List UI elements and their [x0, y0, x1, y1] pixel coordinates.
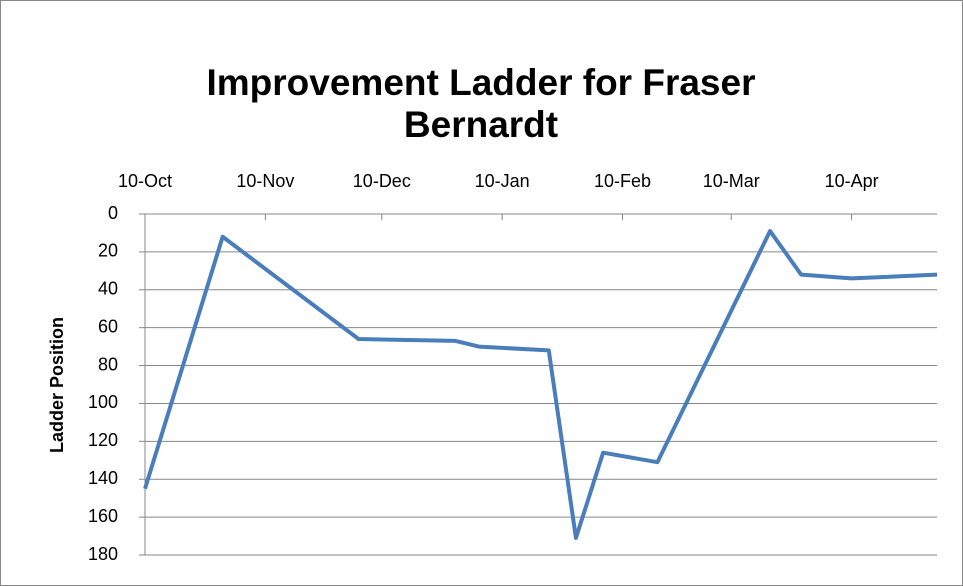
y-tick-label: 180 [88, 544, 118, 564]
x-tick-label: 10-Nov [236, 171, 294, 191]
chart-title: Improvement Ladder for Fraser Bernardt [206, 62, 756, 145]
y-tick-label: 160 [88, 506, 118, 526]
x-tick-label: 10-Feb [594, 171, 651, 191]
y-axis-label: Ladder Position [47, 317, 67, 453]
x-tick-label: 10-Jan [475, 171, 530, 191]
data-line [143, 229, 938, 540]
y-tick-label: 80 [98, 354, 118, 374]
x-tick-label: 10-Apr [825, 171, 879, 191]
x-tick-label: 10-Mar [703, 171, 760, 191]
y-tick-label: 0 [108, 203, 118, 223]
x-tick-label: 10-Oct [118, 171, 172, 191]
y-tick-label: 20 [98, 241, 118, 261]
y-tick-label: 40 [98, 279, 118, 299]
x-tick-label: 10-Dec [353, 171, 411, 191]
y-tick-label: 140 [88, 468, 118, 488]
y-tick-label: 100 [88, 392, 118, 412]
y-tick-label: 60 [98, 316, 118, 336]
y-tick-label: 120 [88, 430, 118, 450]
